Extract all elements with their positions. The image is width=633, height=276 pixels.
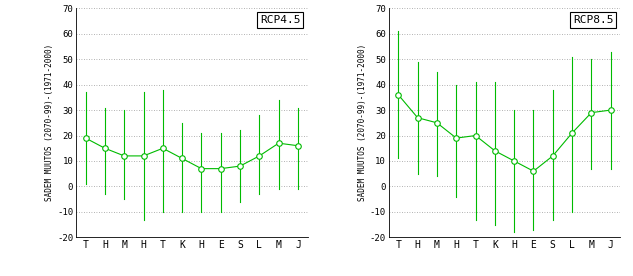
Y-axis label: SADEM MUUTOS (2070-99)-(1971-2000): SADEM MUUTOS (2070-99)-(1971-2000) bbox=[46, 44, 54, 201]
Text: RCP8.5: RCP8.5 bbox=[573, 15, 613, 25]
Text: RCP4.5: RCP4.5 bbox=[260, 15, 301, 25]
Y-axis label: SADEM MUUTOS (2070-99)-(1971-2000): SADEM MUUTOS (2070-99)-(1971-2000) bbox=[358, 44, 367, 201]
